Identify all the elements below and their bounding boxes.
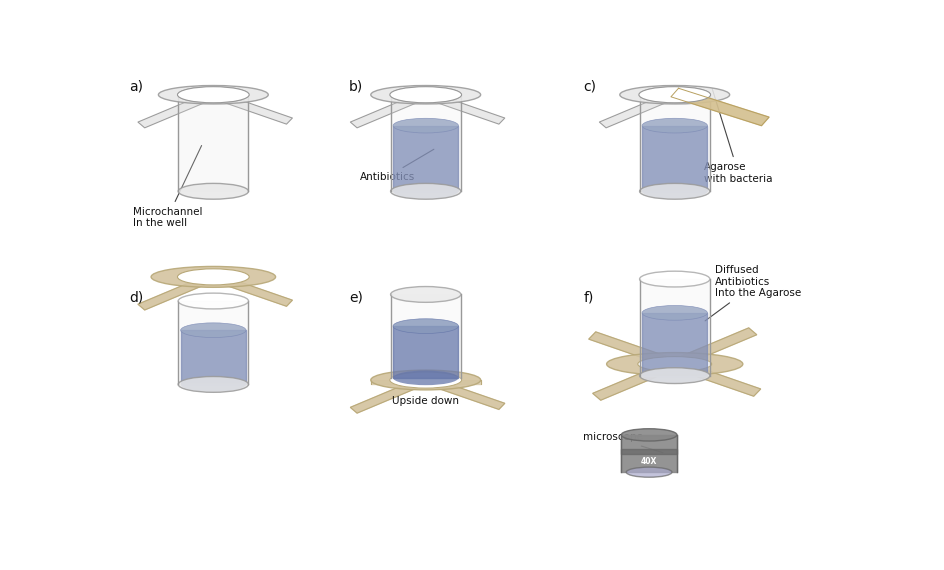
Ellipse shape	[370, 86, 480, 104]
Polygon shape	[641, 313, 707, 376]
Polygon shape	[178, 301, 248, 384]
Polygon shape	[592, 361, 678, 400]
Ellipse shape	[619, 86, 729, 104]
Ellipse shape	[151, 266, 276, 287]
Polygon shape	[422, 377, 504, 409]
Ellipse shape	[639, 184, 709, 199]
Text: Diffused
Antibiotics
Into the Agarose: Diffused Antibiotics Into the Agarose	[704, 265, 801, 321]
Ellipse shape	[639, 368, 709, 384]
Text: f): f)	[582, 290, 593, 304]
Ellipse shape	[159, 86, 268, 104]
Text: Antibiotics: Antibiotics	[360, 149, 433, 182]
Text: microscope: microscope	[582, 433, 663, 453]
Polygon shape	[180, 330, 245, 384]
Ellipse shape	[641, 306, 707, 320]
Polygon shape	[670, 88, 768, 125]
Text: Microchannel
In the well: Microchannel In the well	[132, 145, 202, 229]
Ellipse shape	[180, 323, 245, 337]
Ellipse shape	[393, 184, 458, 198]
Text: c): c)	[582, 79, 596, 93]
Polygon shape	[639, 279, 709, 376]
Ellipse shape	[637, 357, 711, 372]
Polygon shape	[670, 328, 756, 368]
Text: Agarose
with bacteria: Agarose with bacteria	[703, 88, 771, 184]
Ellipse shape	[393, 319, 458, 333]
Ellipse shape	[641, 119, 707, 133]
Ellipse shape	[639, 271, 709, 287]
Text: 40X: 40X	[640, 457, 657, 466]
Polygon shape	[393, 125, 458, 192]
Ellipse shape	[620, 429, 676, 441]
Polygon shape	[211, 274, 292, 306]
Polygon shape	[211, 92, 292, 124]
Ellipse shape	[393, 370, 458, 385]
Ellipse shape	[370, 370, 480, 390]
Ellipse shape	[178, 87, 248, 103]
Polygon shape	[639, 95, 709, 192]
Polygon shape	[390, 95, 461, 192]
Polygon shape	[370, 380, 480, 384]
Text: Upside down: Upside down	[392, 396, 459, 406]
Ellipse shape	[626, 467, 671, 477]
Polygon shape	[393, 326, 458, 378]
Ellipse shape	[178, 293, 248, 309]
Polygon shape	[350, 377, 429, 413]
Ellipse shape	[178, 377, 248, 392]
Text: d): d)	[129, 290, 143, 304]
Polygon shape	[138, 92, 216, 128]
Polygon shape	[641, 125, 707, 192]
Ellipse shape	[638, 87, 710, 103]
Ellipse shape	[177, 87, 249, 103]
Ellipse shape	[393, 119, 458, 133]
Polygon shape	[178, 95, 248, 192]
Polygon shape	[670, 360, 760, 396]
Polygon shape	[620, 435, 676, 472]
Ellipse shape	[641, 368, 707, 383]
Ellipse shape	[641, 184, 707, 198]
Ellipse shape	[177, 269, 249, 285]
Ellipse shape	[606, 353, 742, 376]
Ellipse shape	[390, 184, 461, 199]
Text: b): b)	[348, 79, 362, 93]
Polygon shape	[138, 274, 216, 310]
Ellipse shape	[390, 287, 461, 302]
Ellipse shape	[178, 184, 248, 199]
Polygon shape	[390, 295, 461, 378]
Ellipse shape	[180, 377, 245, 392]
Ellipse shape	[390, 87, 461, 103]
Polygon shape	[350, 92, 429, 128]
Ellipse shape	[390, 87, 461, 103]
Polygon shape	[620, 449, 676, 454]
Text: a): a)	[129, 79, 143, 93]
Text: e): e)	[348, 290, 362, 304]
Polygon shape	[422, 92, 504, 124]
Polygon shape	[598, 92, 678, 128]
Ellipse shape	[390, 372, 461, 388]
Ellipse shape	[639, 87, 709, 103]
Polygon shape	[588, 332, 678, 368]
